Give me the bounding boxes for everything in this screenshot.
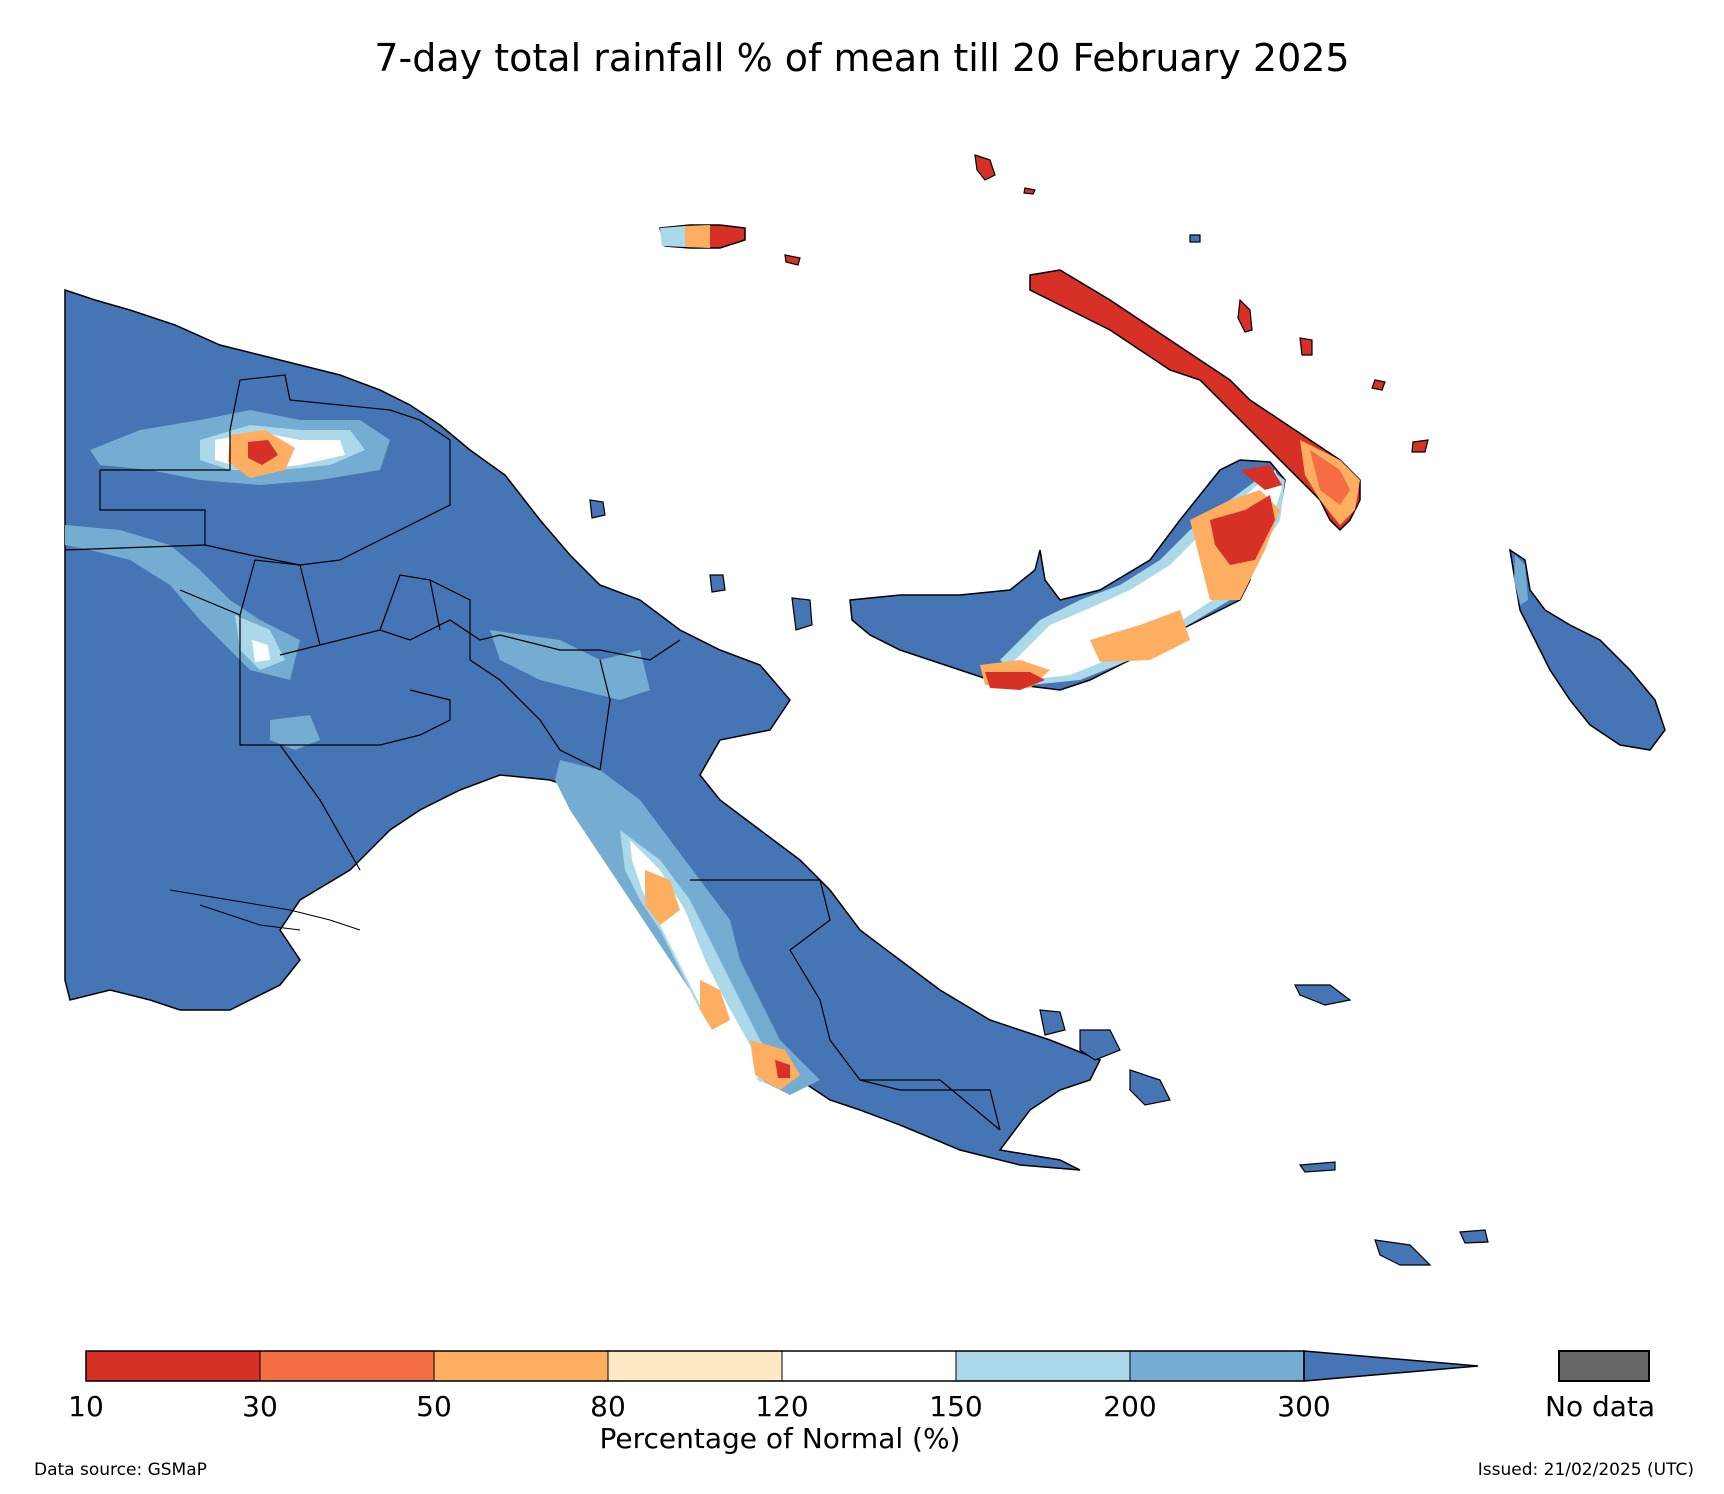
colorbar-tick-label: 300 — [1277, 1390, 1331, 1423]
island-long — [709, 574, 726, 593]
colorbar-bin — [259, 1350, 435, 1382]
fly-river-delta — [169, 889, 361, 931]
new-ireland — [1029, 269, 1361, 532]
island-umboi — [791, 597, 813, 631]
ni-dark-orange — [1310, 450, 1350, 505]
island-manus-east — [784, 254, 801, 266]
nb-red-1 — [985, 672, 1045, 690]
map-title: 7-day total rainfall % of mean till 20 F… — [374, 36, 1350, 80]
white-patch-west — [252, 640, 270, 662]
no-data-label: No data — [1545, 1390, 1656, 1423]
island-north-1 — [974, 154, 996, 181]
bougainville-landmass — [1508, 548, 1666, 751]
red-patch-north — [248, 440, 278, 465]
island-lihir — [1237, 298, 1253, 333]
small-islands — [589, 154, 1489, 1266]
colorbar-tick-label: 120 — [755, 1390, 809, 1423]
nb-red-2 — [1210, 495, 1275, 565]
colorbar-tick-label: 10 — [68, 1390, 104, 1423]
nb-white — [1010, 470, 1282, 680]
island-misima — [1374, 1239, 1432, 1266]
manus-light-blue — [660, 226, 685, 247]
mainland-landmass — [64, 288, 1102, 1171]
no-data-swatch — [1558, 1350, 1650, 1382]
colorbar-bin — [955, 1350, 1131, 1382]
colorbar-tick-labels: 10 30 50 80 120 150 200 300 — [0, 1390, 1724, 1430]
colorbar-bin — [1129, 1350, 1305, 1382]
manus-island — [659, 224, 746, 249]
colorbar-tick-label: 50 — [416, 1390, 452, 1423]
bougainville — [1508, 548, 1666, 751]
red-patch-central — [775, 1060, 790, 1078]
island-woodlark — [1298, 1161, 1336, 1173]
island-feni — [1371, 379, 1386, 391]
data-source: Data source: GSMaP — [34, 1460, 207, 1480]
colorbar-tick-label: 30 — [242, 1390, 278, 1423]
colorbar-axis-label: Percentage of Normal (%) — [599, 1422, 961, 1455]
island-fergusson — [1079, 1029, 1121, 1061]
colorbar-bin — [781, 1350, 957, 1382]
island-tabar — [1299, 337, 1313, 356]
mid-blue-patch-south-west — [270, 715, 320, 750]
island-north-2 — [1023, 187, 1036, 195]
island-rossel — [1459, 1229, 1489, 1244]
mid-blue-patch-highlands — [490, 630, 650, 700]
island-trobriand — [1294, 984, 1352, 1006]
colorbar-outline — [85, 1350, 1305, 1382]
orange-patch-central-2 — [700, 980, 730, 1030]
colorbar-tick-label: 80 — [590, 1390, 626, 1423]
colorbar-tick-label: 200 — [1103, 1390, 1157, 1423]
colorbar-bin — [433, 1350, 609, 1382]
colorbar-bin — [607, 1350, 783, 1382]
issued-date: Issued: 21/02/2025 (UTC) — [1477, 1460, 1694, 1480]
nb-orange-1 — [1090, 610, 1190, 662]
island-goodenough — [1039, 1009, 1066, 1036]
island-karkar — [589, 499, 606, 519]
new-britain — [849, 459, 1286, 691]
colorbar-extend-arrow — [1303, 1350, 1479, 1382]
province-borders — [64, 374, 1001, 1131]
nb-red-3 — [1240, 465, 1282, 490]
orange-patch-central-1 — [645, 870, 680, 925]
mainland — [64, 288, 1102, 1171]
colorbar-tick-label: 150 — [929, 1390, 983, 1423]
island-normanby — [1129, 1069, 1171, 1106]
island-rabaul — [1189, 234, 1201, 243]
manus-orange — [685, 225, 710, 248]
bougainville-mid-blue — [1514, 555, 1528, 605]
colorbar-bins — [85, 1350, 1305, 1382]
colorbar-bin — [85, 1350, 261, 1382]
island-green — [1411, 439, 1429, 453]
